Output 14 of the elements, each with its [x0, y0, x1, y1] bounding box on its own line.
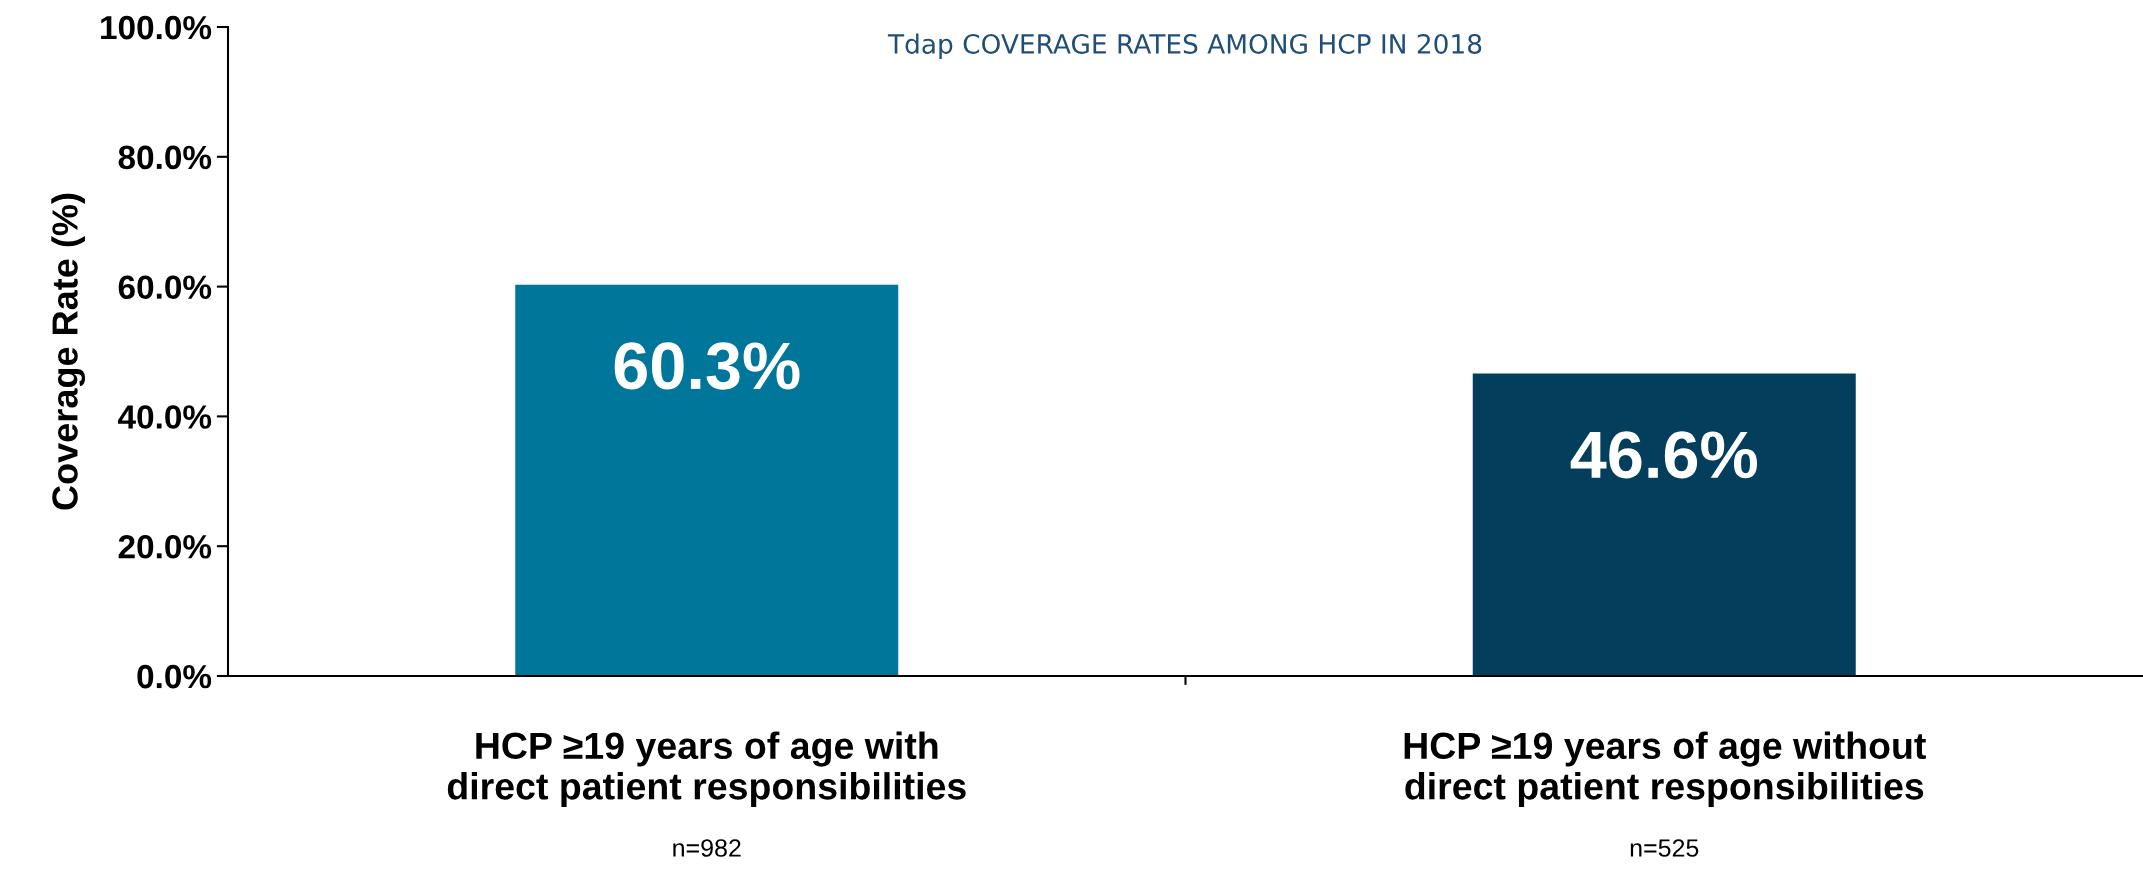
data-label: 46.6% [1570, 431, 1758, 479]
y-tick-label: 60.0% [118, 275, 212, 300]
y-tick-label: 40.0% [118, 405, 212, 429]
text: n=982 [673, 839, 741, 857]
y-axis-title: Coverage Rate (%) [51, 193, 86, 510]
x-tick-label: HCP ≥19 years of age without direct patient responsibilities [1404, 731, 1926, 808]
y-tick-label: 80.0% [118, 145, 212, 170]
y-tick-label: 100.0% [101, 15, 212, 40]
y-tick-label: 20.0% [118, 535, 212, 559]
x-tick-label: HCP ≥19 years of age with direct patient responsibilities [447, 731, 966, 808]
y-tick-label: 0.0% [137, 664, 212, 689]
data-label: 60.3% [614, 342, 800, 390]
text: n=525 [1630, 839, 1699, 857]
chart-title: Tdap COVERAGE RATES AMONG HCP IN 2018 [887, 33, 1482, 60]
